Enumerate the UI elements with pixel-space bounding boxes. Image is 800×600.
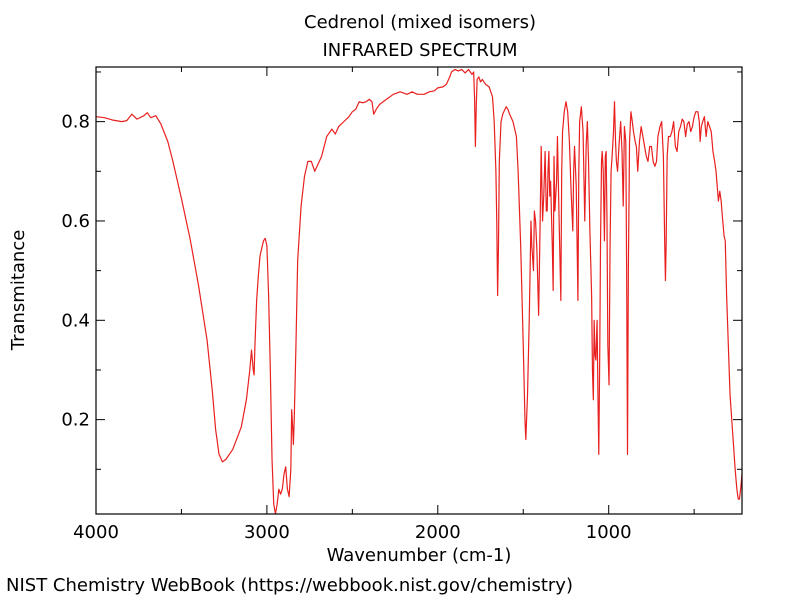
x-axis-ticks: 4000 3000 2000 1000	[73, 67, 695, 543]
plot-frame	[95, 66, 743, 515]
x-tick-label: 2000	[415, 522, 461, 543]
y-tick-label: 0.6	[61, 211, 90, 232]
y-axis-ticks: 0.2 0.4 0.6 0.8	[61, 71, 742, 470]
x-tick-label: 1000	[586, 522, 632, 543]
spectrum-line	[95, 68, 743, 515]
x-tick-label: 3000	[244, 522, 290, 543]
y-tick-label: 0.8	[61, 112, 90, 133]
x-axis-label: Wavenumber (cm-1)	[327, 545, 512, 566]
chart-title: Cedrenol (mixed isomers)	[304, 12, 536, 33]
ir-spectrum-chart: Cedrenol (mixed isomers) INFRARED SPECTR…	[8, 12, 743, 566]
y-tick-label: 0.4	[61, 310, 90, 331]
y-tick-label: 0.2	[61, 410, 90, 431]
source-credit: NIST Chemistry WebBook (https://webbook.…	[6, 575, 573, 596]
x-tick-label: 4000	[73, 522, 119, 543]
chart-subtitle: INFRARED SPECTRUM	[322, 40, 517, 61]
y-axis-label: Transmitance	[8, 230, 29, 352]
